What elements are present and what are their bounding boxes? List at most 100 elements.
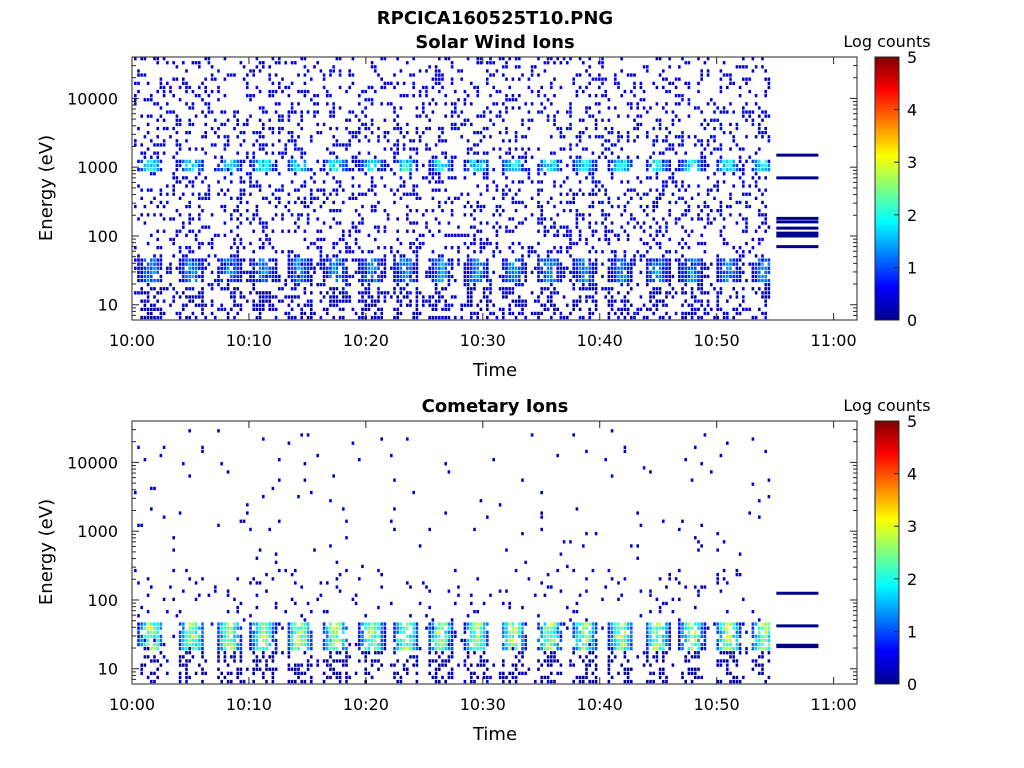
heatmap-cell	[351, 441, 355, 445]
heatmap-cell	[274, 601, 278, 606]
heatmap-cell	[249, 270, 252, 274]
heatmap-cell	[518, 57, 521, 61]
heatmap-cell	[345, 647, 348, 651]
heatmap-cell	[361, 122, 364, 127]
heatmap-cell	[502, 172, 505, 176]
heatmap-cell	[258, 221, 262, 225]
heatmap-cell	[230, 262, 233, 266]
heatmap-cell	[297, 278, 300, 283]
heatmap-cell	[492, 102, 495, 106]
heatmap-cell	[703, 159, 707, 163]
heatmap-cell	[156, 57, 159, 61]
heatmap-cell	[153, 315, 156, 320]
heatmap-cell	[636, 311, 639, 316]
heatmap-cell	[422, 110, 425, 114]
heatmap-cell	[428, 626, 431, 630]
heatmap-cell	[303, 89, 307, 94]
heatmap-cell	[572, 307, 575, 311]
heatmap-cell	[502, 278, 505, 283]
heatmap-cell	[361, 634, 364, 638]
heatmap-cell	[482, 151, 486, 155]
heatmap-cell	[591, 287, 595, 291]
heatmap-cell	[604, 287, 607, 291]
heatmap-cell	[354, 155, 358, 159]
heatmap-cell	[281, 188, 284, 192]
heatmap-cell	[671, 143, 675, 147]
heatmap-cell	[524, 102, 527, 106]
heatmap-cell	[338, 675, 342, 680]
heatmap-cell	[470, 278, 473, 283]
heatmap-cell	[482, 266, 486, 270]
heatmap-cell	[220, 671, 223, 675]
heatmap-cell	[671, 172, 675, 176]
heatmap-cell	[185, 131, 188, 135]
heatmap-cell	[239, 163, 243, 168]
heatmap-cell	[326, 626, 329, 630]
heatmap-cell	[697, 89, 700, 94]
heatmap-cell	[470, 225, 473, 229]
heatmap-cell	[409, 270, 412, 274]
y-tick-label: 10000	[67, 89, 118, 108]
heatmap-cell	[546, 114, 550, 118]
heatmap-cell	[409, 278, 412, 283]
heatmap-cell	[700, 77, 703, 81]
heatmap-cell	[252, 73, 255, 77]
heatmap-cell	[543, 172, 547, 176]
heatmap-cell	[649, 291, 652, 295]
heatmap-cell	[399, 131, 403, 135]
heatmap-cell	[646, 131, 649, 135]
heatmap-cell	[262, 655, 265, 659]
heatmap-cell	[454, 176, 457, 180]
heatmap-cell	[182, 634, 185, 638]
heatmap-cell	[390, 250, 393, 254]
heatmap-cell	[556, 233, 559, 237]
heatmap-cell	[486, 307, 489, 311]
heatmap-cell	[598, 77, 601, 81]
heatmap-cell	[716, 295, 719, 299]
heatmap-cell	[153, 295, 156, 299]
heatmap-cell	[281, 250, 284, 254]
heatmap-cell	[204, 266, 207, 270]
heatmap-cell	[159, 311, 163, 316]
heatmap-cell	[639, 98, 643, 102]
heatmap-cell	[194, 270, 198, 274]
heatmap-cell	[687, 98, 691, 102]
heatmap-cell	[255, 213, 259, 217]
heatmap-cell	[489, 94, 492, 98]
heatmap-cell	[287, 200, 291, 205]
heatmap-cell	[418, 94, 422, 98]
heatmap-cell	[633, 225, 636, 229]
heatmap-cell	[620, 213, 623, 217]
heatmap-cell	[287, 679, 291, 684]
heatmap-cell	[473, 266, 476, 270]
heatmap-cell	[428, 647, 431, 651]
heatmap-cell	[345, 163, 348, 168]
heatmap-cell	[319, 204, 323, 209]
heatmap-cell	[434, 278, 438, 283]
heatmap-cell	[310, 311, 313, 316]
heatmap-cell	[393, 278, 396, 283]
heatmap-cell	[441, 180, 444, 184]
heatmap-cell	[489, 287, 492, 291]
heatmap-cell	[604, 126, 607, 131]
heatmap-cell	[508, 246, 511, 250]
heatmap-cell	[374, 184, 377, 188]
heatmap-cell	[230, 647, 233, 651]
heatmap-cell	[345, 118, 348, 122]
heatmap-cell	[274, 274, 278, 279]
heatmap-cell	[175, 159, 179, 163]
heatmap-cell	[137, 89, 140, 94]
heatmap-cell	[338, 274, 342, 279]
heatmap-cell	[418, 196, 422, 200]
heatmap-cell	[290, 315, 294, 320]
heatmap-cell	[172, 548, 175, 552]
heatmap-cell	[409, 258, 412, 262]
heatmap-cell	[342, 642, 345, 647]
heatmap-cell	[463, 233, 467, 237]
heatmap-cell	[415, 622, 419, 626]
heatmap-cell	[415, 131, 419, 135]
heatmap-cell	[194, 622, 198, 626]
heatmap-cell	[508, 57, 511, 61]
heatmap-cell	[361, 638, 364, 643]
heatmap-cell	[521, 258, 524, 262]
